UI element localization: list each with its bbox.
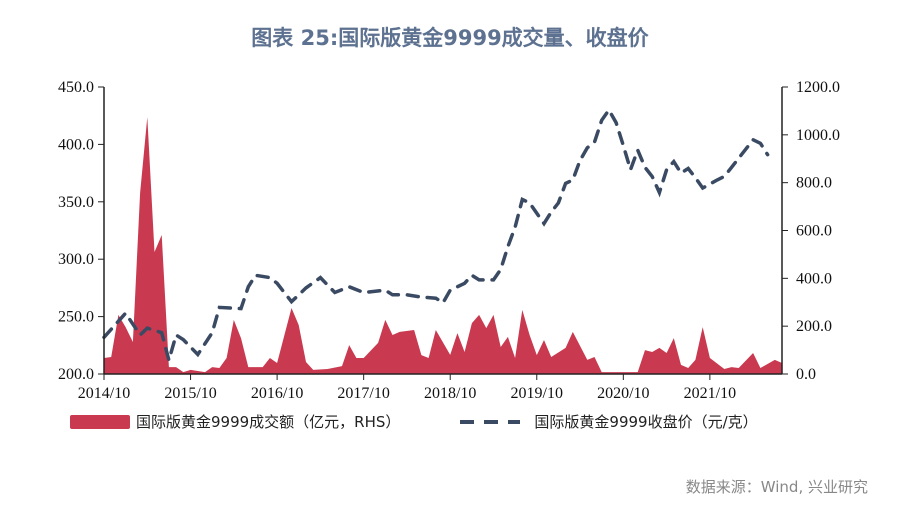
x-tick-label: 2020/10 bbox=[597, 385, 649, 402]
right-tick-label: 1000.0 bbox=[796, 127, 840, 144]
left-tick-label: 350.0 bbox=[58, 194, 94, 211]
chart-title: 图表 25:国际版黄金9999成交量、收盘价 bbox=[251, 26, 649, 50]
right-tick-label: 400.0 bbox=[796, 270, 832, 287]
legend-swatch-price bbox=[460, 419, 521, 424]
legend-label-price: 国际版黄金9999收盘价（元/克） bbox=[534, 413, 758, 431]
legend-label-volume: 国际版黄金9999成交额（亿元，RHS） bbox=[136, 413, 401, 431]
right-tick-label: 0.0 bbox=[796, 366, 816, 383]
right-tick-label: 600.0 bbox=[796, 223, 832, 240]
x-tick-label: 2018/10 bbox=[424, 385, 476, 402]
volume-area bbox=[104, 117, 782, 374]
source-note: 数据来源：Wind, 兴业研究 bbox=[685, 478, 868, 496]
left-tick-label: 400.0 bbox=[58, 136, 94, 153]
legend-swatch-volume bbox=[70, 414, 130, 429]
legend: 国际版黄金9999成交额（亿元，RHS） 国际版黄金9999收盘价（元/克） bbox=[70, 411, 758, 432]
right-tick-label: 200.0 bbox=[796, 318, 832, 335]
left-tick-label: 450.0 bbox=[58, 79, 94, 96]
x-tick-label: 2014/10 bbox=[78, 385, 130, 402]
price-line bbox=[102, 106, 770, 367]
x-tick-label: 2019/10 bbox=[511, 385, 563, 402]
x-tick-label: 2017/10 bbox=[337, 385, 389, 402]
left-tick-label: 200.0 bbox=[58, 366, 94, 383]
x-tick-label: 2016/10 bbox=[251, 385, 303, 402]
left-tick-label: 300.0 bbox=[58, 251, 94, 268]
x-tick-label: 2015/10 bbox=[164, 385, 216, 402]
left-tick-label: 250.0 bbox=[58, 309, 94, 326]
right-tick-label: 800.0 bbox=[796, 175, 832, 192]
right-tick-label: 1200.0 bbox=[796, 79, 840, 96]
x-tick-label: 2021/10 bbox=[684, 385, 736, 402]
